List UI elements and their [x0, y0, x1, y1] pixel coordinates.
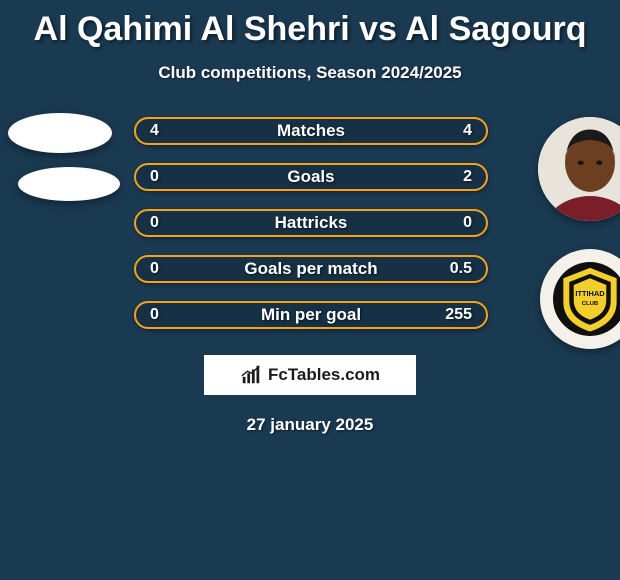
player2-club-badge: ITTIHAD CLUB [540, 249, 620, 349]
stat-row: 0Hattricks0 [134, 209, 488, 237]
title-vs: vs [359, 10, 397, 48]
player1-club-placeholder [18, 167, 120, 201]
stat-left-value: 0 [150, 306, 159, 324]
stat-row: 4Matches4 [134, 117, 488, 145]
stat-label: Min per goal [136, 305, 486, 325]
stat-right-value: 0.5 [450, 260, 472, 278]
club-badge-svg: ITTIHAD CLUB [553, 262, 620, 336]
player2-avatar-svg [538, 117, 620, 221]
stat-label: Matches [136, 121, 486, 141]
date-text: 27 january 2025 [0, 415, 620, 435]
stat-left-value: 4 [150, 122, 159, 140]
brand-text: FcTables.com [268, 365, 380, 385]
stat-left-value: 0 [150, 214, 159, 232]
stat-label: Goals [136, 167, 486, 187]
stat-right-value: 255 [445, 306, 472, 324]
badge-text-1: ITTIHAD [575, 289, 605, 298]
chart-icon [240, 364, 262, 386]
stat-left-value: 0 [150, 168, 159, 186]
stat-row: 0Min per goal255 [134, 301, 488, 329]
title-player1: Al Qahimi Al Shehri [34, 10, 350, 48]
player1-avatar-placeholder [8, 113, 112, 153]
compare-zone: ITTIHAD CLUB 4Matches40Goals20Hattricks0… [0, 117, 620, 329]
stat-label: Goals per match [136, 259, 486, 279]
badge-text-2: CLUB [582, 301, 598, 307]
stat-left-value: 0 [150, 260, 159, 278]
stat-row: 0Goals2 [134, 163, 488, 191]
player2-avatar [538, 117, 620, 221]
stat-rows: 4Matches40Goals20Hattricks00Goals per ma… [134, 117, 488, 329]
brand-box: FcTables.com [204, 355, 416, 395]
page-title: Al Qahimi Al Shehri vs Al Sagourq [0, 0, 620, 49]
stat-right-value: 0 [463, 214, 472, 232]
stat-right-value: 4 [463, 122, 472, 140]
title-player2: Al Sagourq [405, 10, 586, 48]
stat-right-value: 2 [463, 168, 472, 186]
stat-label: Hattricks [136, 213, 486, 233]
stat-row: 0Goals per match0.5 [134, 255, 488, 283]
subtitle: Club competitions, Season 2024/2025 [0, 63, 620, 83]
